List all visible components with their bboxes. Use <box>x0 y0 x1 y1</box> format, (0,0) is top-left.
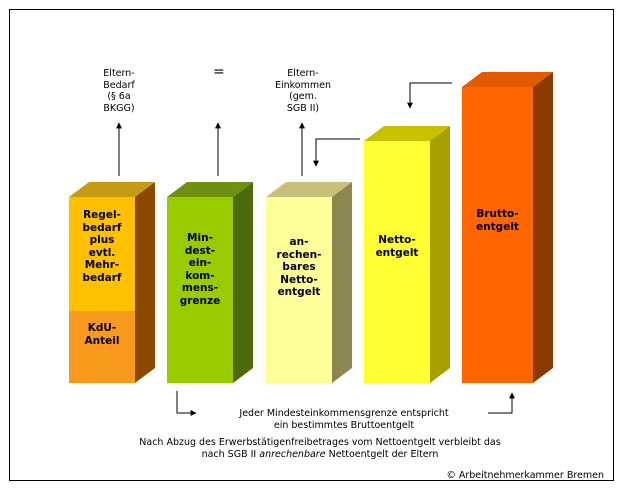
bar-label-mindest: Min- dest- ein- kom- mens- grenze <box>179 232 221 307</box>
label-eltern-einkommen-line1: Eltern- <box>287 68 319 79</box>
bar4-side-face <box>430 126 450 383</box>
bar5-side-face <box>533 72 553 383</box>
bar1-side-face <box>135 182 155 383</box>
label-eltern-einkommen-line3: (gem. <box>289 91 317 102</box>
label-eltern-einkommen: Eltern- Einkommen (gem. SGB II) <box>268 68 338 114</box>
bar-nettoentgelt <box>364 126 450 383</box>
note-abzug-line2-pre: nach SGB II <box>201 448 260 460</box>
bar-anrechenbares-nettoentgelt <box>266 182 352 383</box>
bar-mindesteinkommensgrenze <box>167 182 253 383</box>
arrow-bottom-left <box>176 391 197 416</box>
equals-sign: = <box>213 64 225 80</box>
label-eltern-bedarf-line1: Eltern- <box>103 68 135 79</box>
bar2-front-face <box>167 197 233 383</box>
label-eltern-bedarf-line4: BKGG) <box>103 102 135 114</box>
bar2-side-face <box>233 182 253 383</box>
note-abzug-line1: Nach Abzug des Erwerbstätigenfreibetrage… <box>139 437 501 448</box>
bar4-front-face <box>364 141 430 383</box>
bar5-front-face <box>462 87 533 383</box>
label-eltern-einkommen-line4: SGB II) <box>286 102 320 114</box>
bar4-top-face <box>364 126 450 141</box>
bar-kdu-face <box>69 311 135 383</box>
bar-regelbedarf-face <box>69 197 135 311</box>
bar3-top-face <box>266 182 352 197</box>
label-eltern-bedarf-line3: (§ 6a <box>107 91 131 102</box>
arrow-netto-to-anrechenbar <box>313 138 360 167</box>
label-eltern-bedarf: Eltern- Bedarf (§ 6a BKGG) <box>88 68 150 114</box>
note-mindest-line2: ein bestimmtes Bruttoentgelt <box>273 419 415 431</box>
bar-regelbedarf-kdu <box>69 182 155 383</box>
bar3-side-face <box>332 182 352 383</box>
bar5-top-face <box>462 72 553 87</box>
note-abzug-line2-emphasis: anrechenbare <box>259 448 326 460</box>
note-abzug: Nach Abzug des Erwerbstätigenfreibetrage… <box>60 437 580 460</box>
bar-label-kdu: KdU- Anteil <box>84 322 120 347</box>
diagram-frame <box>9 9 614 481</box>
bar-bruttoentgelt <box>462 72 553 383</box>
bar-label-regelbedarf: Regel- bedarf plus evtl. Mehr- bedarf <box>82 209 122 284</box>
bar2-top-face <box>167 182 253 197</box>
bar3-front-face <box>266 197 332 383</box>
arrow-bottom-right <box>488 392 515 414</box>
note-abzug-line2: nach SGB II anrechenbare Nettoentgelt de… <box>60 449 580 461</box>
note-mindest-line1: Jeder Mindesteinkommensgrenze entspricht <box>239 408 449 419</box>
bar-label-netto: Netto- entgelt <box>375 234 419 259</box>
bar-label-anrechenbar: an- rechen- bares Netto- entgelt <box>276 236 322 298</box>
bar-label-brutto: Brutto- entgelt <box>476 208 519 233</box>
copyright: © Arbeitnehmerkammer Bremen <box>446 470 604 481</box>
note-mindest: Jeder Mindesteinkommensgrenze entspricht… <box>200 408 488 431</box>
label-eltern-bedarf-line2: Bedarf <box>103 79 135 91</box>
label-eltern-einkommen-line2: Einkommen <box>274 79 331 91</box>
note-abzug-line2-post: Nettoentgelt der Eltern <box>325 448 439 460</box>
bar1-top-face <box>69 182 155 197</box>
arrow-brutto-to-netto <box>407 82 452 109</box>
